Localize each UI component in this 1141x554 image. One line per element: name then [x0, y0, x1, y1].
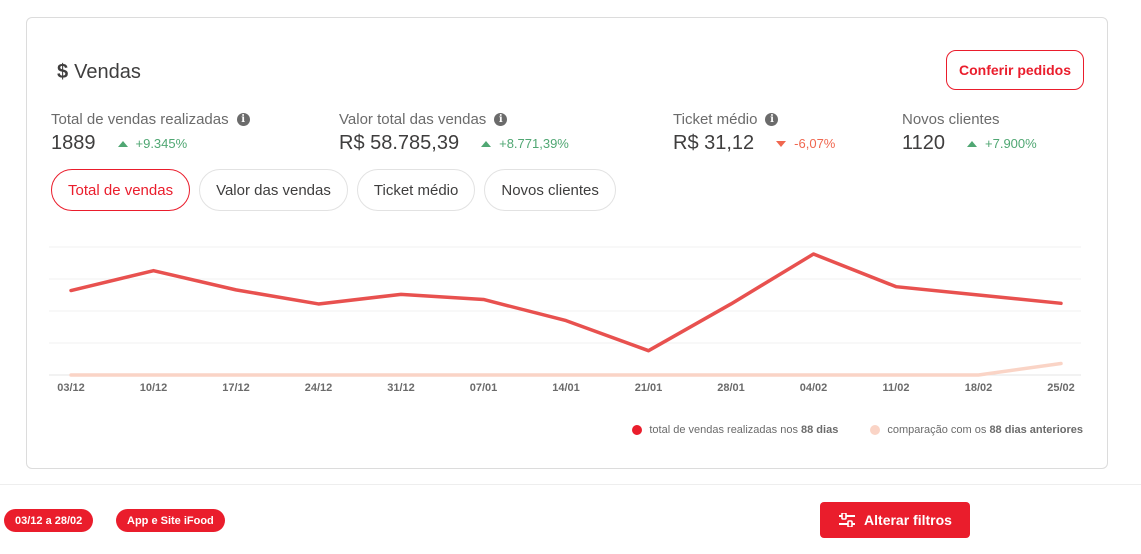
arrow-up-icon: [967, 140, 978, 147]
metric-new-clients: Novos clientes 1120 +7.900%: [902, 111, 1037, 155]
metric-total-sales: Total de vendas realizadas i 1889 +9.345…: [51, 111, 250, 155]
metric-value: 1120: [902, 132, 946, 154]
check-orders-button[interactable]: Conferir pedidos: [945, 50, 1084, 90]
metric-value: R$ 31,12: [673, 132, 755, 154]
arrow-up-icon: [117, 140, 128, 147]
metric-value: 1889: [51, 132, 96, 154]
metric-delta-text: -6,07%: [794, 136, 836, 151]
x-tick-label: 04/02: [800, 382, 828, 394]
metric-delta-text: +7.900%: [985, 136, 1037, 151]
footer-divider: [0, 484, 1141, 485]
x-tick-label: 11/02: [883, 382, 910, 394]
legend-text: total de vendas realizadas nos: [649, 424, 802, 436]
x-tick-label: 17/12: [222, 382, 250, 394]
x-tick-label: 14/01: [552, 382, 580, 394]
arrow-down-icon: [776, 140, 787, 147]
x-tick-label: 03/12: [57, 382, 85, 394]
legend-dot: [870, 425, 881, 435]
sales-line-chart: 03/12 10/12 17/12 24/12 31/12 07/01 14/01 21/01…: [49, 246, 1081, 394]
x-tick-label: 10/12: [140, 382, 168, 394]
tab-total-sales[interactable]: Total de vendas: [51, 169, 191, 211]
legend-item-previous: comparação com os 88 dias anteriores: [870, 424, 1083, 436]
metric-delta: +7.900%: [967, 136, 1037, 151]
info-icon[interactable]: i: [494, 113, 508, 126]
info-icon[interactable]: i: [236, 113, 250, 126]
metric-label: Total de vendas realizadas: [51, 111, 229, 128]
series-line-current: [69, 252, 1063, 353]
legend-text: comparação com os: [887, 424, 990, 436]
legend-bold-text: 88 dias: [801, 424, 839, 436]
change-filters-button[interactable]: Alterar filtros: [820, 502, 970, 538]
series-line-previous: [69, 361, 1063, 377]
x-tick-label: 07/01: [470, 382, 498, 394]
legend-bold-text: 88 dias anteriores: [989, 424, 1083, 436]
metric-label: Ticket médio: [673, 111, 758, 128]
arrow-up-icon: [481, 140, 492, 147]
metric-delta: +8.771,39%: [481, 136, 569, 151]
filter-sliders-icon: [839, 513, 856, 527]
metric-average-ticket: Ticket médio i R$ 31,12 -6,07%: [673, 111, 835, 155]
legend-dot: [632, 425, 643, 435]
channel-chip[interactable]: App e Site iFood: [116, 509, 225, 532]
x-tick-label: 18/02: [965, 382, 993, 394]
card-title: $ Vendas: [57, 61, 141, 84]
metric-value: R$ 58.785,39: [339, 132, 460, 154]
chart-tabs: Total de vendas Valor das vendas Ticket …: [51, 169, 616, 211]
x-tick-label: 24/12: [305, 382, 333, 394]
metric-label: Novos clientes: [902, 111, 1000, 128]
metric-delta-text: +8.771,39%: [499, 136, 569, 151]
change-filters-label: Alterar filtros: [864, 512, 952, 528]
tab-average-ticket[interactable]: Ticket médio: [356, 169, 476, 211]
legend-item-current: total de vendas realizadas nos 88 dias: [632, 424, 838, 436]
x-tick-label: 21/01: [635, 382, 663, 394]
x-tick-label: 28/01: [717, 382, 745, 394]
date-range-chip[interactable]: 03/12 a 28/02: [4, 509, 94, 532]
sales-card: $ Vendas Conferir pedidos Total de venda…: [26, 17, 1108, 469]
x-tick-label: 25/02: [1047, 382, 1075, 394]
metric-delta-text: +9.345%: [135, 136, 188, 151]
card-title-text: Vendas: [74, 61, 141, 83]
chart-legend: total de vendas realizadas nos 88 dias c…: [632, 424, 1083, 436]
metric-delta: +9.345%: [117, 136, 188, 151]
metric-delta: -6,07%: [776, 136, 835, 151]
metric-label: Valor total das vendas: [339, 111, 487, 128]
info-icon[interactable]: i: [765, 113, 779, 126]
metric-total-value: Valor total das vendas i R$ 58.785,39 +8…: [339, 111, 569, 155]
tab-new-clients[interactable]: Novos clientes: [484, 169, 616, 211]
tab-sales-value[interactable]: Valor das vendas: [199, 169, 348, 211]
dollar-icon: $: [57, 61, 69, 83]
x-tick-label: 31/12: [387, 382, 415, 394]
